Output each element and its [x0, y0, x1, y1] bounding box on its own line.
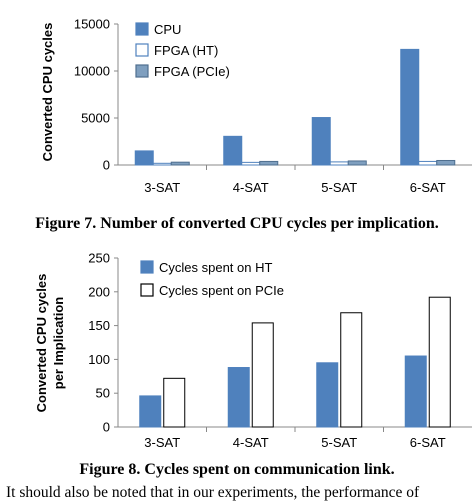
legend-label: Cycles spent on HT [159, 260, 272, 275]
y-tick-label: 0 [103, 420, 110, 435]
x-tick-label: 4-SAT [233, 180, 269, 195]
bar-cycles-spent-on-ht-5-sat [316, 362, 339, 428]
x-tick-label: 6-SAT [410, 180, 446, 195]
bar-cycles-spent-on-pcie-4-sat [251, 322, 274, 428]
bar-fpga-ht-4-sat [241, 161, 261, 166]
y-tick-label: 100 [88, 352, 110, 367]
bar-fpga-ht-6-sat [418, 160, 438, 166]
y-tick-label: 200 [88, 284, 110, 299]
legend-swatch [140, 260, 154, 274]
legend-swatch [135, 22, 149, 36]
legend-label: CPU [154, 22, 181, 37]
bar-cycles-spent-on-ht-4-sat [227, 367, 250, 428]
bar-cpu-3-sat [134, 150, 154, 166]
y-tick-label: 10000 [74, 64, 110, 79]
figure-8-caption: Figure 8. Cycles spent on communication … [79, 461, 395, 478]
y-tick-label: 50 [96, 386, 110, 401]
x-tick-label: 4-SAT [233, 435, 269, 450]
bar-cpu-6-sat [400, 48, 420, 166]
y-tick-label: 150 [88, 318, 110, 333]
figure-7-caption: Figure 7. Number of converted CPU cycles… [35, 215, 439, 232]
y-axis-title: Converted CPU cycles [40, 23, 55, 162]
y-axis-label-line-1: Converted CPU cycles [34, 274, 49, 413]
x-tick-label: 5-SAT [321, 435, 357, 450]
bar-fpga-pcie-3-sat [170, 161, 190, 166]
legend-swatch [140, 283, 154, 297]
bar-cycles-spent-on-pcie-5-sat [340, 312, 363, 428]
legend-swatch [135, 64, 149, 78]
x-tick-label: 3-SAT [144, 435, 180, 450]
y-axis-label: Converted CPU cycles [40, 23, 55, 162]
bar-fpga-ht-5-sat [329, 161, 349, 166]
legend-label: FPGA (PCIe) [154, 64, 230, 79]
bar-cpu-5-sat [311, 117, 331, 166]
bar-cpu-4-sat [223, 135, 243, 166]
x-tick-label: 5-SAT [321, 180, 357, 195]
bar-cycles-spent-on-ht-6-sat [404, 355, 427, 428]
body-text: It should also be noted that in our expe… [6, 484, 420, 501]
y-axis-title: Converted CPU cycles per Implication [34, 274, 66, 413]
chart-figure-7: Converted CPU cycles 0 5000 10000 15000 3-S… [40, 17, 472, 195]
chart-figure-8: Converted CPU cycles per Implication 0 50… [34, 251, 472, 450]
bar-cycles-spent-on-pcie-6-sat [428, 296, 451, 428]
bar-fpga-ht-3-sat [152, 162, 172, 166]
y-tick-label: 15000 [74, 17, 110, 32]
bar-fpga-pcie-6-sat [436, 159, 456, 166]
y-tick-label: 250 [88, 251, 110, 266]
y-tick-label: 5000 [81, 111, 110, 126]
y-axis-label-line-2: per Implication [51, 297, 66, 390]
bar-fpga-pcie-4-sat [259, 160, 279, 166]
bar-cycles-spent-on-pcie-3-sat [163, 377, 186, 428]
y-tick-label: 0 [103, 158, 110, 173]
x-tick-label: 3-SAT [144, 180, 180, 195]
legend-label: FPGA (HT) [154, 43, 218, 58]
x-tick-label: 6-SAT [410, 435, 446, 450]
bar-fpga-pcie-5-sat [347, 160, 367, 166]
legend-swatch [135, 43, 149, 57]
bar-cycles-spent-on-ht-3-sat [139, 395, 162, 428]
legend-label: Cycles spent on PCIe [159, 283, 284, 298]
